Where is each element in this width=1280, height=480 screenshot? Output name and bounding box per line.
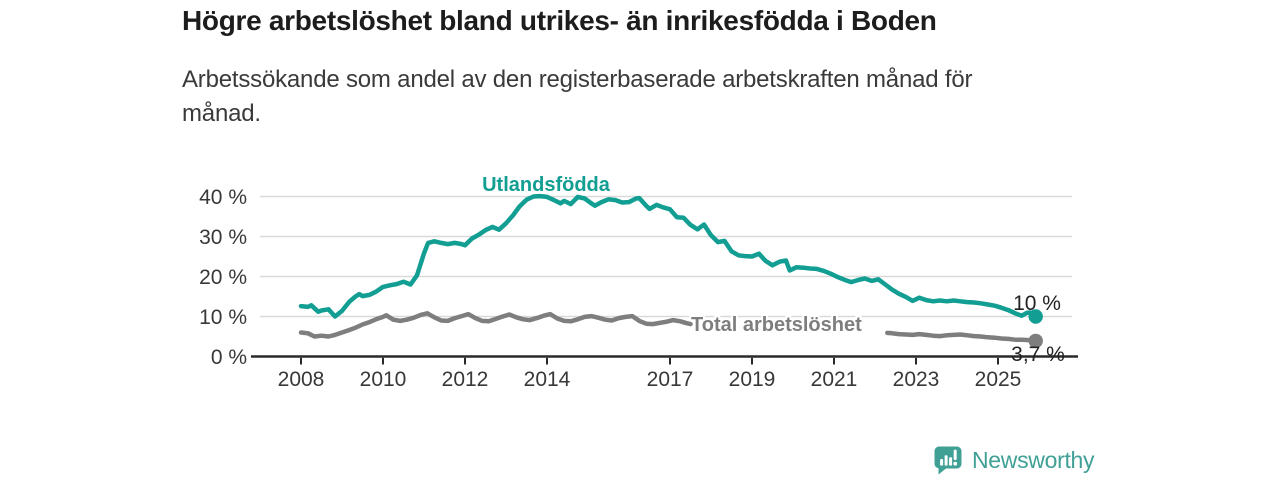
y-tick-label-40: 40 % [199, 186, 247, 209]
brand-name: Newsworthy [972, 446, 1095, 473]
logo-bar-1 [940, 459, 944, 466]
x-tick-label-2023: 2023 [893, 368, 940, 391]
y-tick-label-10: 10 % [199, 306, 247, 329]
endpoint-dot-total-arbetsl-shet [1028, 333, 1043, 349]
x-tick-label-2014: 2014 [524, 368, 571, 391]
end-value-label-total: 3,7 % [1011, 343, 1065, 366]
logo-bar-2 [944, 455, 948, 466]
end-value-label-utlandsfodda: 10 % [1013, 292, 1061, 315]
x-tick-label-2025: 2025 [975, 368, 1022, 391]
logo-bar-3 [949, 457, 953, 466]
subtitle-line-1: Arbetssökande som andel av den registerb… [182, 66, 973, 93]
endpoint-dot-utlandsf-dda [1028, 309, 1043, 324]
x-tick-label-2012: 2012 [442, 368, 489, 391]
series-label-utlandsfodda: Utlandsfödda [482, 174, 610, 196]
x-tick-label-2017: 2017 [647, 368, 694, 391]
x-tick-label-2019: 2019 [729, 368, 776, 391]
brand-logo[interactable]: Newsworthy [933, 445, 1095, 475]
y-tick-label-20: 20 % [199, 266, 247, 289]
line-total-arbetsl-shet-seg1 [298, 311, 693, 339]
y-tick-label-30: 30 % [199, 226, 247, 249]
newsworthy-logo-icon [934, 446, 962, 475]
x-tick-label-2010: 2010 [360, 368, 407, 391]
y-tick-label-0: 0 % [211, 346, 247, 369]
line-utlandsf-dda-seg1 [298, 193, 1038, 319]
subtitle-line-2: månad. [182, 100, 261, 127]
logo-exclamation-stem [953, 449, 957, 460]
series-label-total: Total arbetslöshet [691, 314, 862, 336]
x-tick-label-2021: 2021 [811, 368, 858, 391]
chart-title: Högre arbetslöshet bland utrikes- än inr… [182, 5, 937, 36]
logo-exclamation-dot [953, 461, 958, 466]
chart-subtitle: Arbetssökande som andel av den registerb… [182, 63, 1082, 131]
line-total-arbetsl-shet-seg2 [885, 330, 1038, 344]
x-tick-label-2008: 2008 [278, 368, 325, 391]
